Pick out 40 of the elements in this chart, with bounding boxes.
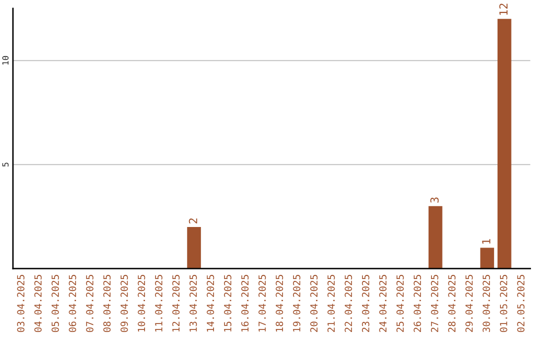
data-label: 12 [499,4,508,15]
data-label: 2 [188,218,198,224]
x-tick-label: 09.04.2025 [120,274,128,332]
x-tick-label: 30.04.2025 [482,274,490,332]
data-label: 3 [430,198,439,203]
data-label: 1 [482,239,490,244]
x-tick-label: 20.04.2025 [310,274,318,332]
bar [498,18,512,269]
x-tick-label: 23.04.2025 [362,274,370,332]
bar [480,248,494,269]
x-tick-label: 06.04.2025 [68,274,76,332]
x-tick-label: 15.04.2025 [224,274,232,332]
x-tick-label: 11.04.2025 [155,274,162,332]
x-tick-label: 10.04.2025 [138,274,146,332]
x-tick-label: 24.04.2025 [379,274,387,332]
x-tick-label: 14.04.2025 [206,274,214,332]
y-tick-label: 10 [2,56,9,65]
x-tick-label: 16.04.2025 [241,274,249,332]
x-tick-label: 17.04.2025 [258,274,266,332]
x-tick-label: 26.04.2025 [414,274,422,332]
x-tick-label: 29.04.2025 [465,274,473,332]
x-tick-label: 18.04.2025 [276,274,284,332]
x-tick-label: 08.04.2025 [103,274,111,332]
x-tick-label: 27.04.2025 [430,274,438,332]
x-tick-label: 22.04.2025 [344,274,352,332]
x-tick-label: 12.04.2025 [172,274,180,332]
y-tick-label: 5 [2,162,9,166]
x-tick-label: 04.04.2025 [34,274,42,332]
x-tick-label: 03.04.2025 [17,274,24,332]
x-tick-label: 05.04.2025 [52,274,59,332]
x-tick-label: 21.04.2025 [327,274,335,332]
x-tick-label: 01.05.2025 [500,274,508,332]
x-tick-label: 28.04.2025 [448,274,456,332]
bar [428,206,442,269]
x-tick-label: 02.05.2025 [517,274,525,332]
x-tick-label: 25.04.2025 [396,274,404,332]
x-tick-label: 13.04.2025 [190,274,197,332]
x-tick-label: 07.04.2025 [86,274,94,332]
bar [187,226,201,269]
x-tick-label: 19.04.2025 [292,274,300,332]
